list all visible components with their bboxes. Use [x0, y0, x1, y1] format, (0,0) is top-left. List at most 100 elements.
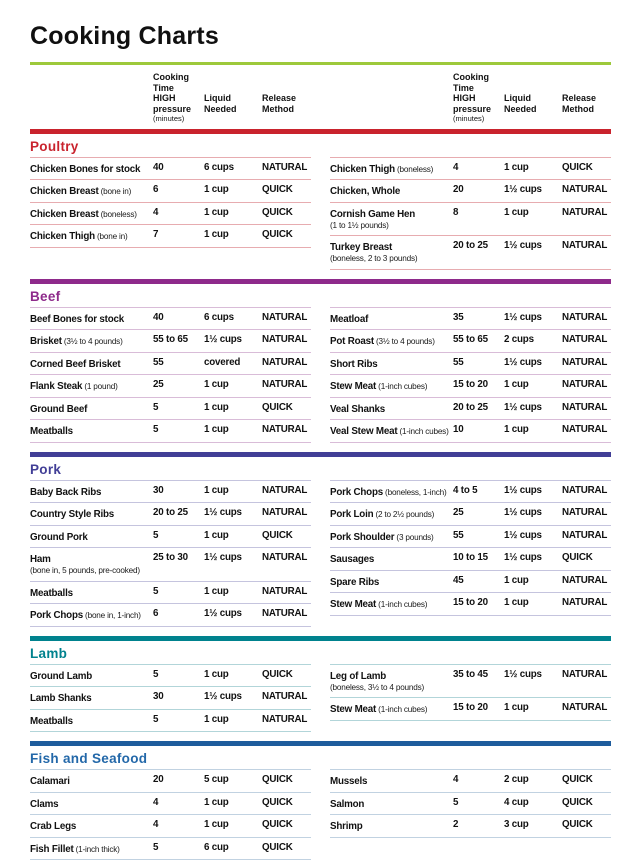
item-name-cell: Pork Chops (bone in, 1-inch) [30, 608, 153, 621]
cooking-time-value: 55 to 65 [153, 334, 204, 345]
cooking-time-value: 5 [153, 714, 204, 725]
item-note: (bone in) [99, 187, 132, 196]
cooking-time-value: 6 [153, 184, 204, 195]
release-method-value: QUICK [262, 229, 311, 240]
item-name-cell: Short Ribs [330, 357, 453, 370]
cooking-time-value: 20 to 25 [453, 402, 504, 413]
cooking-time-value: 7 [153, 229, 204, 240]
liquid-needed-value: 1½ cups [504, 485, 562, 496]
item-name: Brisket [30, 336, 62, 347]
item-name-cell: Stew Meat (1-inch cubes) [330, 702, 453, 715]
item-note: (boneless, 2 to 3 pounds) [330, 253, 453, 264]
release-method-value: NATURAL [562, 184, 611, 195]
item-name-cell: Baby Back Ribs [30, 485, 153, 498]
cooking-time-value: 55 [453, 357, 504, 368]
item-name: Ground Beef [30, 404, 87, 415]
release-method-value: NATURAL [562, 575, 611, 586]
item-name: Calamari [30, 776, 70, 787]
item-name-cell: Flank Steak (1 pound) [30, 379, 153, 392]
item-name-cell: Leg of Lamb(boneless, 3½ to 4 pounds) [330, 669, 453, 693]
header-cooking-time-label: Cooking Time HIGH pressure [153, 72, 191, 114]
item-name: Veal Stew Meat [330, 426, 397, 437]
item-name: Pot Roast [330, 336, 374, 347]
item-name-cell: Spare Ribs [330, 575, 453, 588]
release-method-value: QUICK [262, 842, 311, 853]
item-name: Pork Chops [30, 610, 83, 621]
item-name: Beef Bones for stock [30, 314, 124, 325]
item-name-cell: Meatballs [30, 714, 153, 727]
release-method-value: NATURAL [262, 485, 311, 496]
item-name-cell: Sausages [330, 552, 453, 565]
liquid-needed-value: 2 cup [504, 774, 562, 785]
release-method-value: NATURAL [262, 379, 311, 390]
release-method-value: NATURAL [562, 334, 611, 345]
liquid-needed-value: 1 cup [204, 530, 262, 541]
column-headers: Cooking Time HIGH pressure(minutes) Liqu… [30, 72, 611, 125]
item-name: Sausages [330, 554, 374, 565]
release-method-value: NATURAL [262, 357, 311, 368]
item-name-cell: Turkey Breast(boneless, 2 to 3 pounds) [330, 240, 453, 264]
item-name: Baby Back Ribs [30, 487, 101, 498]
header-cooking-time: Cooking Time HIGH pressure(minutes) [153, 72, 204, 125]
cooking-time-value: 35 [453, 312, 504, 323]
item-name-cell: Chicken, Whole [330, 184, 453, 197]
header-liquid-needed: Liquid Needed [504, 93, 562, 114]
release-method-value: QUICK [562, 162, 611, 173]
liquid-needed-value: 1 cup [204, 379, 262, 390]
item-name-cell: Beef Bones for stock [30, 312, 153, 325]
release-method-value: QUICK [262, 774, 311, 785]
cooking-time-value: 4 to 5 [453, 485, 504, 496]
column-headers-left: Cooking Time HIGH pressure(minutes) Liqu… [30, 72, 311, 125]
cooking-time-value: 5 [153, 842, 204, 853]
item-name: Leg of Lamb [330, 671, 386, 682]
cooking-time-value: 10 [453, 424, 504, 435]
liquid-needed-value: 1 cup [204, 207, 262, 218]
item-name-cell: Meatballs [30, 424, 153, 437]
item-name: Stew Meat [330, 599, 376, 610]
cooking-time-value: 15 to 20 [453, 379, 504, 390]
item-name: Stew Meat [330, 381, 376, 392]
item-name: Corned Beef Brisket [30, 359, 120, 370]
item-name: Lamb Shanks [30, 693, 92, 704]
item-note: (bone in, 5 pounds, pre-cooked) [30, 565, 153, 576]
item-name-cell: Chicken Breast (boneless) [30, 207, 153, 220]
liquid-needed-value: 1½ cups [204, 608, 262, 619]
cooking-time-value: 30 [153, 691, 204, 702]
item-note: (3 pounds) [394, 533, 433, 542]
item-note: (bone in, 1-inch) [83, 611, 141, 620]
cooking-time-value: 2 [453, 819, 504, 830]
release-method-value: NATURAL [262, 312, 311, 323]
cooking-time-value: 5 [153, 669, 204, 680]
cooking-time-value: 25 [453, 507, 504, 518]
release-method-value: NATURAL [562, 530, 611, 541]
item-name: Meatloaf [330, 314, 368, 325]
liquid-needed-value: 6 cups [204, 312, 262, 323]
lamb-table-right: Leg of Lamb(boneless, 3½ to 4 pounds)35 … [330, 664, 611, 721]
header-release-method: Release Method [262, 93, 311, 114]
release-method-value: QUICK [262, 530, 311, 541]
item-name-cell: Corned Beef Brisket [30, 357, 153, 370]
liquid-needed-value: 1½ cups [504, 669, 562, 680]
item-name-cell: Meatballs [30, 586, 153, 599]
header-minutes-note: (minutes) [453, 114, 504, 125]
release-method-value: NATURAL [562, 357, 611, 368]
liquid-needed-value: 1½ cups [204, 507, 262, 518]
